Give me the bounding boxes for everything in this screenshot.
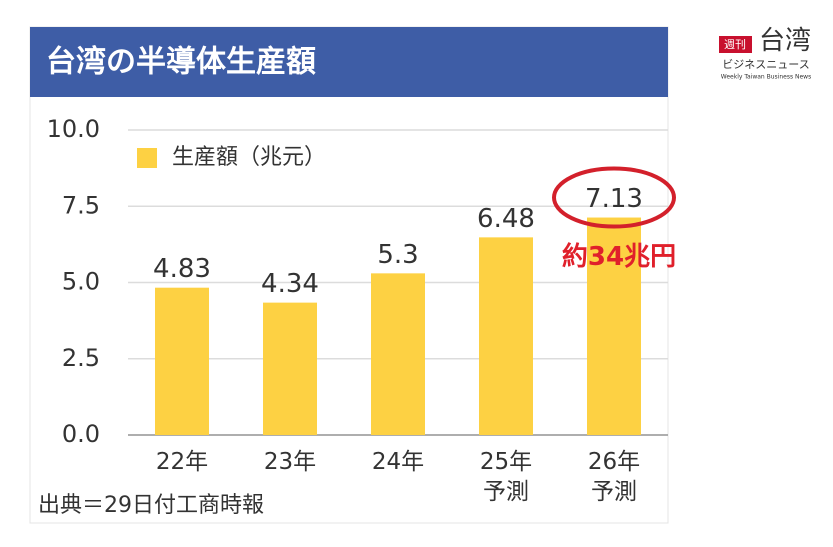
value-label: 7.13 — [585, 184, 643, 214]
bar — [155, 287, 209, 435]
value-label: 5.3 — [377, 240, 418, 270]
title-bar — [30, 27, 668, 97]
y-tick-label: 0.0 — [62, 420, 100, 448]
source: 出典＝29日付工商時報 — [38, 493, 264, 518]
x-tick-label: 26年予測 — [588, 449, 640, 505]
logo-badge: 週刊 — [724, 38, 746, 51]
logo-subtitle: ビジネスニュース — [722, 58, 809, 71]
x-tick-label: 24年 — [372, 449, 424, 475]
x-tick-label: 25年予測 — [480, 449, 532, 505]
highlight-ellipse — [552, 166, 676, 229]
legend-swatch — [137, 148, 157, 168]
chart-title: 台湾の半導体生産額 — [46, 45, 316, 80]
chart-frame — [29, 26, 669, 524]
y-tick-label: 5.0 — [62, 268, 100, 296]
logo-name: 台湾 — [759, 26, 811, 56]
logo-english: Weekly Taiwan Business News — [721, 74, 811, 81]
annotation: 約34兆円 — [562, 241, 676, 272]
x-tick-label: 22年 — [156, 449, 208, 475]
value-label: 4.34 — [261, 269, 319, 299]
bar — [479, 237, 533, 435]
logo-badge-box — [719, 36, 752, 53]
y-tick-label: 10.0 — [47, 115, 100, 143]
bar — [587, 217, 641, 435]
y-tick-label: 2.5 — [62, 344, 100, 372]
x-tick-label: 23年 — [264, 449, 316, 475]
legend-label: 生産額（兆元） — [172, 145, 326, 170]
bar — [371, 273, 425, 435]
y-tick-label: 7.5 — [62, 191, 100, 219]
value-label: 4.83 — [153, 254, 211, 284]
value-label: 6.48 — [477, 204, 535, 234]
bar — [263, 302, 317, 435]
